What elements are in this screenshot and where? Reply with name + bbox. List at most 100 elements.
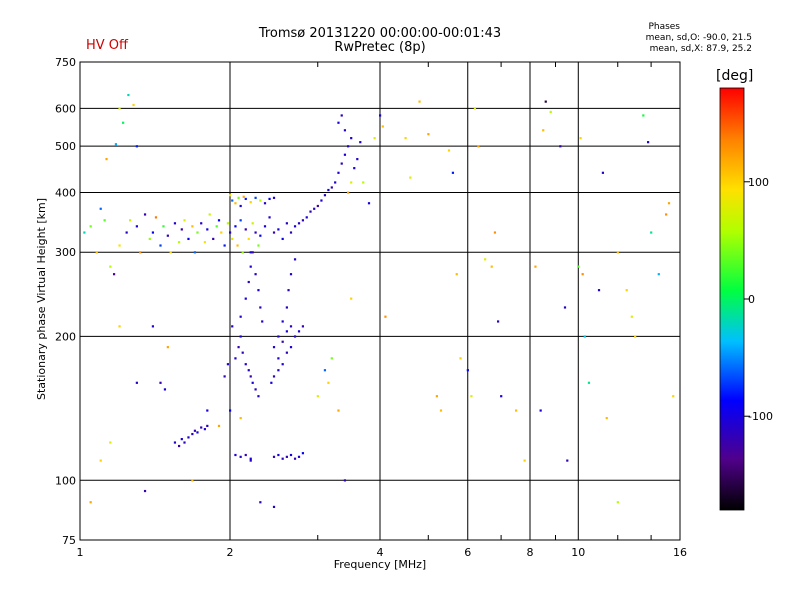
data-point: [293, 225, 297, 228]
data-point: [285, 455, 288, 458]
data-point: [285, 330, 288, 333]
x-tick-label: 8: [527, 546, 534, 559]
data-point: [163, 388, 167, 391]
data-point: [455, 273, 458, 276]
data-point: [118, 244, 121, 247]
data-point: [559, 145, 562, 148]
data-point: [466, 369, 469, 372]
data-point: [272, 505, 276, 509]
data-point: [239, 204, 242, 208]
hv-status-label: HV Off: [86, 38, 128, 53]
y-tick-label: 600: [55, 102, 76, 115]
data-point: [203, 428, 206, 431]
data-point: [327, 381, 330, 384]
data-point: [220, 231, 223, 234]
data-point: [105, 158, 108, 161]
chart-subtitle: RwPretec (8p): [334, 40, 426, 55]
data-point: [118, 325, 121, 328]
data-point: [234, 357, 237, 360]
data-point: [231, 325, 234, 328]
data-point: [237, 346, 240, 349]
data-point: [180, 228, 183, 231]
data-point: [597, 289, 601, 292]
data-point: [337, 409, 340, 412]
x-axis-ticks: 1 2 4 6 8 10 16: [77, 62, 687, 559]
data-point: [206, 228, 209, 231]
data-point: [234, 453, 237, 457]
x-tick-label: 16: [673, 546, 687, 559]
data-point: [95, 251, 98, 254]
y-tick-label: 400: [55, 186, 76, 199]
data-point: [350, 137, 353, 140]
data-point: [254, 273, 257, 276]
data-point: [313, 207, 316, 210]
data-point: [289, 453, 293, 457]
data-point: [484, 258, 487, 261]
x-tick-label: 10: [571, 546, 585, 559]
data-point: [272, 196, 276, 199]
data-point: [251, 251, 254, 254]
data-point: [196, 431, 199, 434]
data-point: [272, 375, 276, 378]
data-point: [523, 459, 526, 462]
stats-heading: Phases: [648, 22, 680, 32]
data-point: [231, 199, 234, 202]
data-point: [249, 457, 252, 460]
data-point: [616, 251, 619, 254]
data-point: [539, 409, 542, 412]
data-point: [239, 315, 242, 318]
data-point: [330, 357, 333, 360]
data-point: [159, 381, 162, 384]
data-point: [223, 244, 226, 247]
colorbar-label: [deg]: [716, 68, 754, 84]
y-axis-ticks: 75 100 200 300 400 500 600 750: [55, 56, 76, 547]
data-point: [323, 194, 327, 197]
data-point: [581, 273, 584, 276]
data-point: [650, 231, 653, 234]
data-point: [217, 424, 221, 428]
data-point: [193, 251, 197, 254]
data-point: [549, 110, 552, 114]
data-point: [223, 375, 226, 378]
data-point: [162, 225, 165, 228]
data-point: [277, 357, 280, 360]
chart-title: Tromsø 20131220 00:00:00-00:01:43: [258, 26, 502, 41]
data-point: [473, 107, 477, 110]
x-axis-label: Frequency [MHz]: [333, 558, 427, 571]
data-point: [261, 320, 264, 323]
data-point: [247, 369, 250, 372]
data-point: [254, 231, 257, 234]
data-point: [215, 225, 218, 228]
data-point: [447, 149, 451, 152]
data-point: [630, 315, 633, 318]
data-point: [249, 251, 252, 254]
data-point: [330, 186, 333, 189]
data-point: [127, 93, 130, 97]
data-point: [257, 244, 260, 247]
data-point: [305, 216, 308, 219]
data-point: [244, 363, 247, 366]
data-point: [625, 289, 628, 292]
data-point: [244, 453, 247, 457]
data-point: [340, 162, 343, 165]
data-point: [277, 228, 280, 231]
data-point: [247, 280, 250, 284]
data-point: [166, 234, 169, 237]
data-point: [177, 241, 181, 244]
x-tick-label: 4: [377, 546, 384, 559]
plot-frame: [79, 61, 681, 541]
data-point: [129, 219, 132, 222]
data-point: [277, 453, 280, 457]
data-point: [642, 114, 645, 117]
data-point: [337, 121, 340, 124]
data-point: [301, 219, 305, 222]
data-point: [384, 315, 387, 318]
data-point: [244, 297, 247, 300]
data-point: [191, 432, 194, 436]
data-point: [112, 273, 116, 276]
data-point: [293, 258, 297, 261]
data-point: [259, 234, 262, 237]
data-point: [191, 479, 194, 482]
data-point: [118, 107, 121, 110]
data-point: [667, 202, 671, 205]
